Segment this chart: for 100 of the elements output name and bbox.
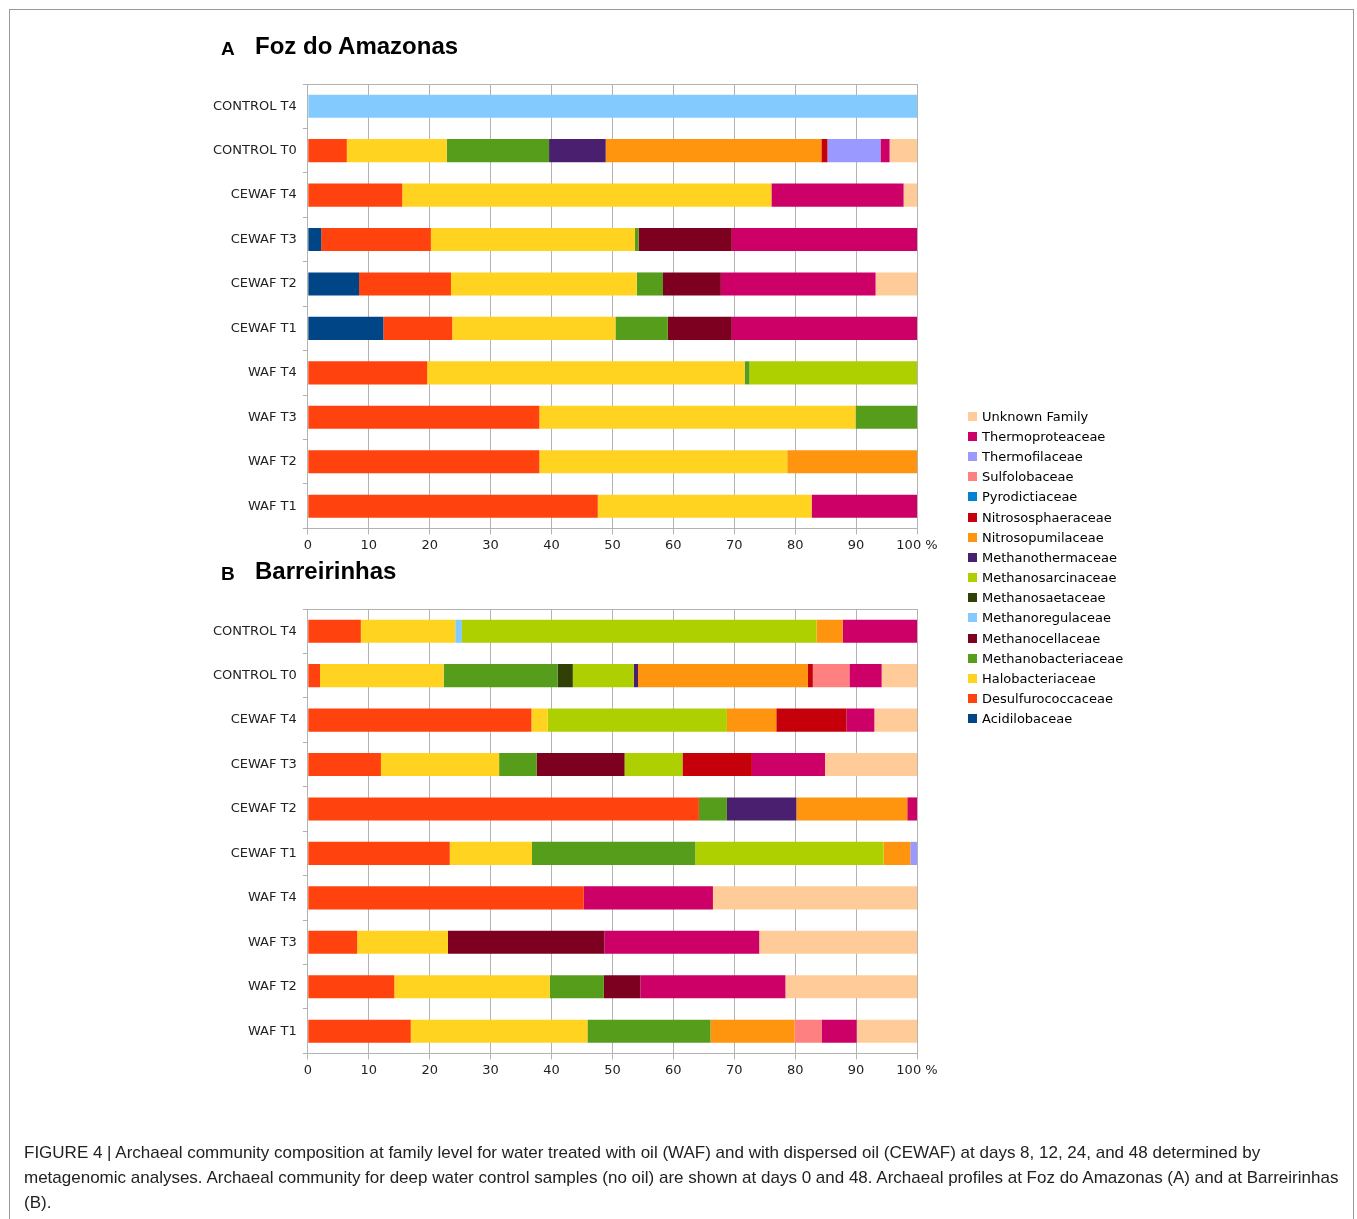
bar <box>452 316 616 340</box>
bar <box>308 886 584 910</box>
legend-label: Methanoregulaceae <box>982 610 1111 626</box>
bar <box>811 494 917 518</box>
bar <box>308 708 532 732</box>
bar <box>536 752 625 777</box>
legend-label: Acidilobaceae <box>982 711 1073 727</box>
legend-label: Sulfolobaceae <box>982 469 1074 485</box>
bar <box>539 450 788 474</box>
x-tick-label: 40 <box>543 1061 560 1077</box>
legend-label: Methanosarcinaceae <box>982 570 1117 586</box>
bar <box>449 841 532 865</box>
bar <box>794 1019 822 1043</box>
bar <box>308 797 699 821</box>
x-tick-label: 60 <box>665 1061 682 1077</box>
bar <box>308 930 358 954</box>
bar <box>557 664 573 688</box>
bar <box>321 227 431 252</box>
bar <box>903 183 917 207</box>
bar <box>308 450 540 474</box>
x-tick-label: 50 <box>604 1061 621 1077</box>
y-tick-label: CEWAF T3 <box>230 755 297 771</box>
bar <box>880 139 890 163</box>
bar <box>751 752 826 777</box>
bar <box>532 841 696 865</box>
legend-label: Methanosaetaceae <box>982 590 1106 606</box>
bar <box>749 361 917 385</box>
bar <box>640 975 786 999</box>
y-tick-label: CEWAF T2 <box>230 800 297 816</box>
bar <box>455 619 462 643</box>
bar <box>308 227 322 252</box>
text: B <box>221 563 235 585</box>
bar <box>603 975 641 999</box>
bar <box>812 664 850 688</box>
bar <box>846 708 875 732</box>
bar <box>308 494 598 518</box>
caption: FIGURE 4 | Archaeal community composition at family level for water treated with oil (WAF) and with dispersed oil (CEWAF) at days 8, 12, 24, and 48 determined by metagenomic analyses. Archaeal community for deep water control samples (no oil) are shown at days 0 and 48. Archaeal profiles at Foz do Amazonas (A) and at Barreirinhas (B). <box>24 1142 1339 1214</box>
y-tick-label: CEWAF T2 <box>230 275 297 291</box>
bar <box>308 361 428 385</box>
legend-label: Desulfurococcaceae <box>982 691 1113 707</box>
bar <box>731 316 917 340</box>
bar <box>759 930 917 954</box>
x-tick-label: 60 <box>665 536 682 552</box>
legend-label: Nitrososphaeraceae <box>982 509 1112 525</box>
legend-label: Methanothermaceae <box>982 549 1117 565</box>
bar <box>910 841 917 865</box>
bar <box>443 664 558 688</box>
bar <box>667 316 732 340</box>
x-tick-label: 20 <box>421 1061 438 1077</box>
x-tick-label: 70 <box>725 536 743 552</box>
bar <box>308 975 395 999</box>
x-tick-label: 80 <box>786 1061 804 1077</box>
bar <box>308 752 381 777</box>
bar <box>731 227 917 252</box>
y-tick-label: WAF T2 <box>247 978 297 994</box>
bar <box>907 797 917 821</box>
y-tick-label: WAF T3 <box>247 933 297 949</box>
bar <box>549 975 604 999</box>
bar <box>638 664 808 688</box>
x-tick-label: 50 <box>604 536 621 552</box>
bar <box>308 94 917 118</box>
bar <box>572 664 634 688</box>
legend-label: Thermofilaceae <box>982 448 1083 464</box>
bar <box>539 405 856 429</box>
bar <box>633 664 638 688</box>
bar <box>604 930 760 954</box>
bar <box>461 619 817 643</box>
chart-title: Barreirinhas <box>255 557 397 585</box>
bar <box>531 708 548 732</box>
bar <box>547 708 727 732</box>
bar <box>308 139 347 163</box>
bar <box>394 975 550 999</box>
bar <box>883 841 911 865</box>
bar <box>410 1019 588 1043</box>
bar <box>682 752 752 777</box>
bar <box>427 361 745 385</box>
bar <box>383 316 453 340</box>
bar <box>710 1019 795 1043</box>
bar <box>638 227 732 252</box>
x-tick-label: 20 <box>421 536 438 552</box>
bar <box>695 841 884 865</box>
bar <box>849 664 882 688</box>
y-tick-label: CONTROL T0 <box>213 142 297 158</box>
x-tick-label: 10 <box>360 1061 378 1077</box>
bar <box>450 272 637 296</box>
x-tick-label: 90 <box>847 536 865 552</box>
bar <box>615 316 668 340</box>
legend-label: Methanocellaceae <box>982 630 1101 646</box>
bar <box>842 619 917 643</box>
y-tick-label: CEWAF T1 <box>230 844 297 860</box>
legend-label: Unknown Family <box>982 408 1089 424</box>
y-tick-label: CONTROL T4 <box>213 622 297 638</box>
x-tick-label: 100 % <box>896 536 938 552</box>
y-tick-label: WAF T1 <box>247 1022 297 1038</box>
bar <box>875 272 917 296</box>
bar <box>698 797 727 821</box>
y-tick-label: WAF T2 <box>247 453 297 469</box>
x-tick-label: 30 <box>482 536 499 552</box>
bar <box>308 664 321 688</box>
x-tick-label: 40 <box>543 536 560 552</box>
